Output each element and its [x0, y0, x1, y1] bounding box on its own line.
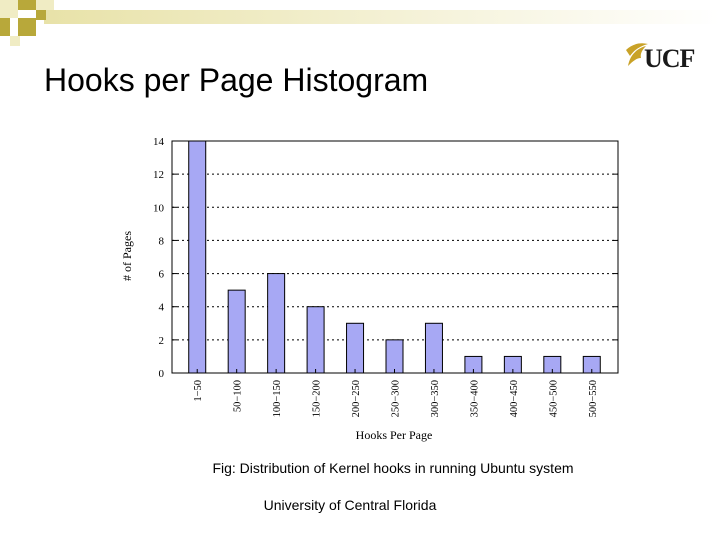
- y-tick-label: 4: [159, 302, 165, 314]
- x-tick-label: 1−50: [193, 380, 204, 402]
- y-tick-label: 10: [153, 202, 165, 214]
- x-tick-label: 450−500: [548, 380, 559, 417]
- corner-decoration: [0, 0, 720, 46]
- y-tick-label: 14: [153, 136, 165, 148]
- y-tick-label: 2: [159, 335, 165, 347]
- bar-5: [346, 322, 365, 374]
- bar-7: [424, 322, 443, 374]
- logo-text: UCF: [644, 44, 695, 73]
- x-tick-label: 150−200: [312, 380, 323, 417]
- y-axis-label: # of Pages: [120, 231, 134, 281]
- histogram-chart: # of Pages Hooks Per Page 0 2 4 6 8 10 12 14 1−5…: [120, 136, 619, 442]
- x-tick-label: 400−450: [509, 380, 520, 417]
- bar-2: [227, 289, 246, 374]
- footer-text: University of Central Florida: [263, 497, 437, 513]
- bar-4: [306, 306, 325, 374]
- bar-3: [267, 273, 286, 374]
- y-tick-label: 6: [159, 269, 165, 281]
- ucf-logo: UCF: [624, 40, 698, 76]
- x-axis-label: Hooks Per Page: [356, 428, 433, 442]
- y-tick-label: 8: [159, 235, 165, 247]
- x-tick-label: 100−150: [272, 380, 283, 417]
- figure-caption: Fig: Distribution of Kernel hooks in run…: [212, 460, 574, 476]
- x-tick-label: 500−550: [588, 380, 599, 417]
- x-tick-label: 50−100: [233, 380, 244, 412]
- pegasus-icon: [626, 43, 648, 66]
- bar-6: [385, 339, 404, 374]
- x-tick-label: 350−400: [469, 380, 480, 417]
- y-tick-label: 0: [159, 368, 165, 380]
- x-tick-label: 200−250: [351, 380, 362, 417]
- x-tick-label: 250−300: [391, 380, 402, 417]
- y-tick-label: 12: [153, 169, 164, 181]
- x-tick-label: 300−350: [430, 380, 441, 417]
- slide-title: Hooks per Page Histogram: [44, 62, 429, 98]
- bar-1: [188, 140, 207, 374]
